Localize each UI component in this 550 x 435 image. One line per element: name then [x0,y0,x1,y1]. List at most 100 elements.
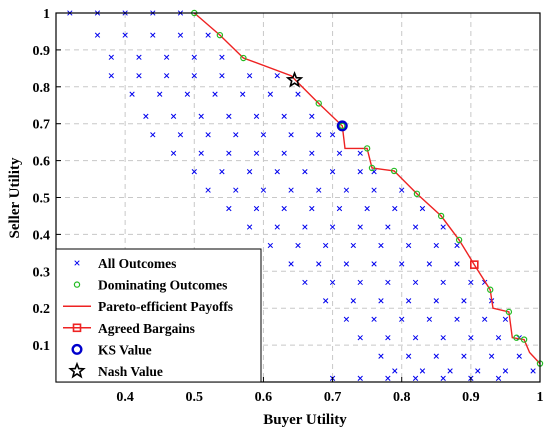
outcome-point [219,169,225,175]
legend-label: Nash Value [98,364,163,379]
outcome-point [357,279,363,286]
y-tick-label: 1 [43,7,50,22]
outcome-point [412,224,419,230]
outcome-point [281,113,287,119]
outcome-point [357,335,363,341]
dominating-point [505,308,513,316]
outcome-point [371,187,377,193]
outcome-point [253,113,260,119]
legend-label: Dominating Outcomes [98,278,227,293]
x-tick-label: 0.5 [186,390,204,405]
outcome-point [350,242,356,249]
dominating-point [413,190,421,198]
dominating-point [487,286,494,293]
outcome-point [136,73,142,79]
outcome-point [392,205,398,212]
outcome-point [246,73,253,79]
outcome-point [364,205,370,212]
dominating-point [216,31,224,39]
nash-value-point [285,70,304,88]
outcome-point [233,187,239,193]
outcome-point [205,32,211,38]
outcome-point [177,132,184,138]
outcome-point [191,54,197,60]
outcome-point [309,150,315,156]
outcome-point [405,242,412,249]
outcome-point [288,132,294,138]
dominating-point [368,164,376,172]
x-tick-label: 0.7 [324,390,342,405]
dominating-point [520,336,528,343]
outcome-point [274,169,280,175]
outcome-point [267,242,273,249]
outcome-point [94,32,101,38]
outcome-point [240,91,246,97]
outcome-point [350,298,356,304]
outcome-point [108,54,114,60]
legend-icon-square-open [72,323,82,333]
pareto-frontier-line [193,12,541,365]
x-tick-label: 0.6 [255,390,273,405]
outcome-point [426,316,433,322]
outcome-point [316,187,322,193]
outcome-point [336,205,343,212]
outcome-point [198,150,204,156]
outcome-point [122,32,128,38]
outcome-point [412,375,419,381]
legend-icon-star [68,361,86,379]
data-layer [67,9,544,381]
outcome-point [246,224,253,230]
legend-label: Pareto-efficient Payoffs [98,299,233,314]
outcome-point [440,279,446,286]
outcome-point [163,54,170,60]
outcome-point [219,54,225,60]
dominating-point [240,54,247,62]
y-tick-label: 0.1 [33,339,51,354]
outcome-point [378,242,384,249]
outcome-point [198,113,204,119]
outcome-point [399,316,405,322]
outcome-point [226,205,232,212]
outcome-point [295,242,301,249]
outcome-point [336,150,343,156]
outcome-point [274,73,280,79]
outcome-point [399,187,405,193]
outcome-point [385,224,391,230]
outcome-point [219,73,225,79]
legend-box [55,248,262,383]
outcome-point [454,242,460,249]
outcome-point [302,169,308,175]
legend-icon-circle-bold [71,343,83,355]
outcome-point [385,279,391,286]
dominating-point [363,145,371,152]
outcome-point [482,316,488,322]
outcome-point [378,298,384,304]
outcome-point [191,73,197,79]
legend-label: Agreed Bargains [98,321,195,336]
outcome-point [433,298,439,304]
outcome-point [385,335,391,341]
outcome-point [502,368,509,374]
y-tick-label: 0.6 [33,155,51,170]
outcome-point [357,224,363,230]
outcome-point [316,132,322,138]
legend-label: KS Value [98,342,152,357]
outcome-point [329,224,336,230]
outcome-point [226,113,232,119]
outcome-point [440,335,446,341]
outcome-point [433,353,439,359]
tick-labels: 0.4 0.5 0.6 0.7 0.8 0.9 1 0.1 0.2 0.3 0.4 0.5 0.6 0.7… [33,7,544,405]
legend-icon-circle-open [73,281,81,288]
outcome-point [274,224,280,230]
outcome-point [502,316,509,322]
outcome-point [281,150,287,156]
outcome-point [253,150,260,156]
outcome-point [405,298,412,304]
outcome-point [461,353,467,359]
outcome-point [475,368,481,374]
y-tick-label: 0.3 [33,265,51,280]
outcome-point [323,298,329,304]
outcome-point [488,353,495,359]
